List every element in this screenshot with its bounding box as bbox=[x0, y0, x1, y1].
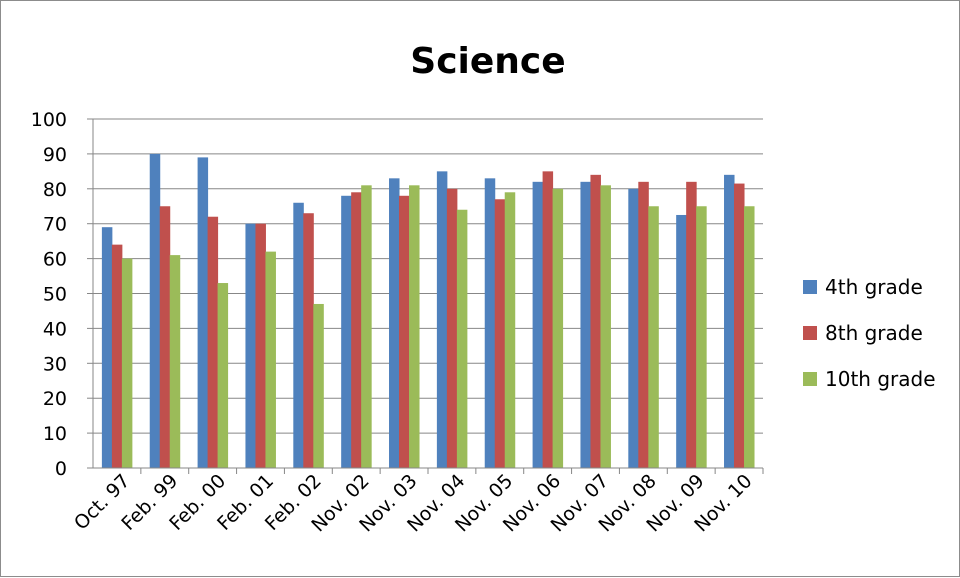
y-tick-label: 40 bbox=[43, 318, 67, 340]
bar-10th-grade bbox=[600, 185, 611, 468]
bar-8th-grade bbox=[590, 174, 601, 468]
y-tick-label: 30 bbox=[43, 353, 67, 375]
y-tick-label: 90 bbox=[43, 144, 67, 166]
bar-10th-grade bbox=[169, 255, 181, 468]
legend: 4th grade 8th grade 10th grade bbox=[803, 275, 936, 391]
bar-8th-grade bbox=[159, 206, 171, 468]
bar-4th-grade bbox=[628, 188, 639, 469]
bar-8th-grade bbox=[351, 192, 362, 469]
bar-8th-grade bbox=[207, 216, 219, 468]
legend-label: 8th grade bbox=[825, 321, 923, 345]
bar-10th-grade bbox=[744, 206, 755, 468]
bar-4th-grade bbox=[149, 153, 161, 468]
bar-4th-grade bbox=[101, 227, 113, 468]
bar-10th-grade bbox=[313, 303, 324, 468]
bar-8th-grade bbox=[494, 199, 506, 468]
bar-4th-grade bbox=[197, 157, 209, 468]
y-tick-label: 100 bbox=[31, 109, 67, 131]
y-tick-label: 60 bbox=[43, 249, 67, 271]
axes bbox=[87, 118, 764, 474]
bar-4th-grade bbox=[245, 223, 256, 468]
bar-8th-grade bbox=[686, 181, 697, 468]
y-tick-label: 10 bbox=[43, 423, 67, 445]
y-axis-ticks: 0 10 20 30 40 50 60 70 80 90 100 bbox=[31, 109, 67, 480]
bar-4th-grade bbox=[580, 181, 591, 468]
bar-10th-grade bbox=[265, 251, 276, 468]
chart-title: Science bbox=[410, 41, 565, 82]
bar-4th-grade bbox=[484, 178, 496, 468]
bars bbox=[101, 153, 755, 469]
bar-8th-grade bbox=[446, 188, 458, 469]
bar-10th-grade bbox=[456, 209, 468, 469]
bar-10th-grade bbox=[121, 258, 133, 468]
legend-label: 4th grade bbox=[825, 275, 923, 299]
bar-8th-grade bbox=[638, 181, 649, 468]
bar-4th-grade bbox=[676, 214, 687, 468]
legend-label: 10th grade bbox=[825, 367, 936, 391]
bar-8th-grade bbox=[399, 195, 410, 468]
bar-4th-grade bbox=[532, 181, 544, 468]
y-tick-label: 70 bbox=[43, 214, 67, 236]
bar-8th-grade bbox=[542, 171, 554, 468]
y-tick-label: 0 bbox=[55, 458, 67, 480]
bar-10th-grade bbox=[361, 185, 372, 468]
y-tick-label: 80 bbox=[43, 179, 67, 201]
bar-4th-grade bbox=[724, 174, 735, 468]
y-tick-label: 50 bbox=[43, 284, 67, 306]
bar-8th-grade bbox=[255, 223, 266, 468]
bar-10th-grade bbox=[504, 192, 516, 469]
bar-8th-grade bbox=[734, 183, 745, 468]
bar-10th-grade bbox=[552, 188, 564, 469]
bar-10th-grade bbox=[648, 206, 659, 468]
gridlines bbox=[93, 118, 763, 434]
legend-swatch bbox=[803, 372, 817, 386]
bar-10th-grade bbox=[409, 185, 420, 468]
bar-8th-grade bbox=[111, 244, 123, 468]
y-tick-label: 20 bbox=[43, 388, 67, 410]
bar-4th-grade bbox=[389, 178, 400, 468]
legend-swatch bbox=[803, 280, 817, 294]
bar-4th-grade bbox=[341, 195, 352, 468]
legend-swatch bbox=[803, 326, 817, 340]
bar-8th-grade bbox=[303, 213, 314, 468]
bar-10th-grade bbox=[217, 283, 229, 468]
bar-4th-grade bbox=[293, 202, 304, 468]
bar-10th-grade bbox=[696, 206, 707, 468]
bar-4th-grade bbox=[436, 171, 448, 468]
